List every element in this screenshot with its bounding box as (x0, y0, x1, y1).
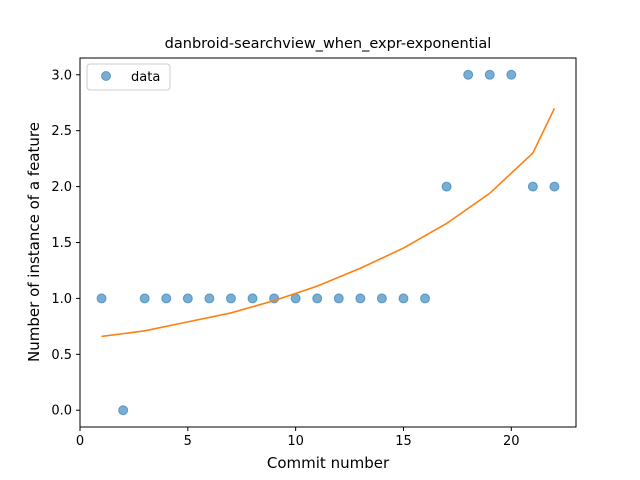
data-point (333, 293, 344, 304)
data-point (247, 293, 258, 304)
x-axis-label: Commit number (267, 454, 390, 472)
x-tick-label: 5 (184, 434, 192, 449)
data-point (225, 293, 236, 304)
legend-marker (101, 71, 111, 81)
x-tick-label: 15 (395, 434, 412, 449)
fit-curve-line (101, 107, 556, 338)
data-point (204, 293, 215, 304)
data-point (549, 181, 560, 192)
y-tick-label: 0.5 (51, 348, 72, 363)
y-tick-label: 3.0 (51, 68, 72, 83)
data-point (506, 69, 517, 80)
data-point (161, 293, 172, 304)
data-point (312, 293, 323, 304)
x-tick-label: 10 (287, 434, 304, 449)
legend-label-data: data (131, 70, 160, 85)
data-point (139, 293, 150, 304)
data-point (96, 293, 107, 304)
y-tick-label: 2.0 (51, 180, 72, 195)
y-tick-label: 1.0 (51, 292, 72, 307)
x-tick-label: 0 (76, 434, 84, 449)
data-point (355, 293, 366, 304)
data-point (182, 293, 193, 304)
data-point (527, 181, 538, 192)
data-point (420, 293, 431, 304)
legend-box (86, 63, 171, 91)
y-tick-label: 0.0 (51, 404, 72, 419)
data-point (398, 293, 409, 304)
x-tick-label: 20 (503, 434, 520, 449)
data-point (441, 181, 452, 192)
legend: data (86, 63, 171, 91)
data-point (484, 69, 495, 80)
plot-area-frame (79, 57, 577, 428)
data-point (376, 293, 387, 304)
chart-title: danbroid-searchview_when_expr-exponentia… (165, 36, 492, 52)
data-point (463, 69, 474, 80)
y-tick-label: 2.5 (51, 124, 72, 139)
y-axis-label: Number of instance of a feature (25, 122, 43, 362)
y-tick-label: 1.5 (51, 236, 72, 251)
data-point (118, 405, 129, 416)
